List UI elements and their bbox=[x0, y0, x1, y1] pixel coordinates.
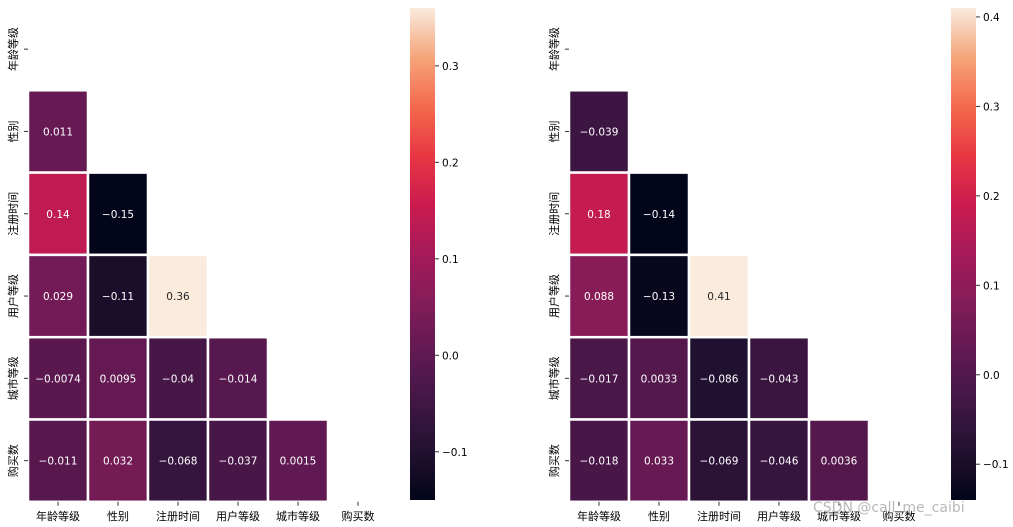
cell-value-label: 0.0036 bbox=[821, 456, 858, 468]
heatmap-panel-left: 0.011 0.14 −0.15 0.029 −0.11 0.36 −0.0074 0.009… bbox=[6, 8, 468, 523]
colorbar-tick-label: 0.3 bbox=[983, 101, 1000, 113]
y-tick-label: 城市等级 bbox=[547, 356, 561, 400]
y-tick-label: 用户等级 bbox=[6, 274, 20, 318]
colorbar-tick-label: 0.0 bbox=[442, 350, 459, 362]
cell-value-label: −0.043 bbox=[760, 373, 799, 385]
colorbar-tick-label: −0.1 bbox=[983, 459, 1009, 471]
x-tick-label: 城市等级 bbox=[817, 509, 861, 523]
colorbar-tick-label: 0.0 bbox=[983, 370, 1000, 382]
colorbar-tick-label: −0.1 bbox=[442, 447, 468, 459]
cell-value-label: 0.088 bbox=[584, 291, 614, 303]
cell-value-label: −0.069 bbox=[700, 456, 739, 468]
y-tick-label: 用户等级 bbox=[547, 274, 561, 318]
cell-value-label: 0.14 bbox=[46, 209, 70, 221]
colorbar-tick-label: 0.4 bbox=[983, 12, 1000, 24]
cell-value-label: −0.086 bbox=[700, 373, 739, 385]
cell-value-label: 0.18 bbox=[587, 209, 610, 221]
x-tick-label: 年龄等级 bbox=[577, 509, 621, 523]
heatmap-cell bbox=[687, 335, 751, 421]
x-tick-label: 注册时间 bbox=[697, 509, 741, 523]
y-tick-label: 城市等级 bbox=[6, 356, 20, 400]
cell-value-label: −0.018 bbox=[580, 456, 619, 468]
y-tick-label: 性别 bbox=[547, 120, 561, 142]
y-tick-label: 年龄等级 bbox=[6, 27, 20, 71]
heatmap-cell bbox=[206, 418, 270, 504]
x-tick-label: 注册时间 bbox=[156, 509, 200, 523]
cell-value-label: −0.13 bbox=[643, 291, 675, 303]
cell-value-label: −0.15 bbox=[102, 209, 134, 221]
cell-value-label: 0.032 bbox=[103, 456, 133, 468]
cell-value-label: −0.017 bbox=[580, 373, 619, 385]
cell-value-label: 0.011 bbox=[43, 126, 73, 138]
cell-value-label: −0.039 bbox=[580, 126, 619, 138]
y-tick-label: 购买数 bbox=[6, 444, 20, 477]
cell-value-label: −0.14 bbox=[643, 209, 675, 221]
y-tick-label: 注册时间 bbox=[6, 192, 20, 236]
heatmap-cell bbox=[86, 418, 150, 504]
heatmap-panel-right: −0.039 0.18 −0.14 0.088 −0.13 0.41 −0.017 0.003… bbox=[547, 8, 1009, 523]
heatmap-cell bbox=[567, 89, 631, 174]
cell-value-label: −0.011 bbox=[39, 456, 78, 468]
cell-value-label: −0.046 bbox=[760, 456, 799, 468]
x-tick-label: 年龄等级 bbox=[36, 509, 80, 523]
x-tick-label: 购买数 bbox=[342, 509, 375, 523]
x-tick-label: 性别 bbox=[107, 509, 129, 523]
colorbar bbox=[410, 8, 435, 500]
cell-value-label: 0.41 bbox=[707, 291, 730, 303]
cell-value-label: −0.11 bbox=[102, 291, 134, 303]
colorbar-tick-label: 0.2 bbox=[442, 157, 459, 169]
cell-value-label: −0.014 bbox=[219, 373, 258, 385]
y-tick-label: 年龄等级 bbox=[547, 27, 561, 71]
x-tick-label: 购买数 bbox=[883, 509, 916, 523]
cell-value-label: 0.36 bbox=[166, 291, 190, 303]
cell-value-label: −0.068 bbox=[159, 456, 198, 468]
heatmap-cell bbox=[807, 418, 871, 504]
y-tick-label: 注册时间 bbox=[547, 192, 561, 236]
cell-value-label: 0.0033 bbox=[641, 373, 678, 385]
colorbar-tick-label: 0.1 bbox=[983, 280, 1000, 292]
heatmap-cell bbox=[687, 253, 751, 339]
y-tick-label: 购买数 bbox=[547, 444, 561, 477]
cell-value-label: 0.029 bbox=[43, 291, 73, 303]
colorbar-tick-label: 0.2 bbox=[983, 191, 1000, 203]
y-tick-label: 性别 bbox=[6, 120, 20, 142]
heatmap-cell bbox=[86, 335, 150, 421]
cell-value-label: −0.037 bbox=[219, 456, 258, 468]
heatmap-cell bbox=[146, 253, 210, 339]
heatmap-cell bbox=[206, 335, 270, 421]
x-tick-label: 用户等级 bbox=[757, 509, 801, 523]
cell-value-label: 0.033 bbox=[644, 456, 674, 468]
watermark: CSDN @call_me_caibi bbox=[813, 500, 965, 516]
colorbar-tick-label: 0.3 bbox=[442, 61, 459, 73]
heatmap-cell bbox=[747, 335, 811, 421]
cell-value-label: 0.0015 bbox=[280, 456, 317, 468]
colorbar-tick-label: 0.1 bbox=[442, 254, 459, 266]
x-tick-label: 性别 bbox=[648, 509, 670, 523]
x-tick-label: 城市等级 bbox=[276, 509, 320, 523]
cell-value-label: 0.0095 bbox=[100, 373, 137, 385]
colorbar bbox=[951, 8, 976, 500]
x-tick-label: 用户等级 bbox=[216, 509, 260, 523]
cell-value-label: −0.0074 bbox=[35, 373, 81, 385]
cell-value-label: −0.04 bbox=[162, 373, 194, 385]
